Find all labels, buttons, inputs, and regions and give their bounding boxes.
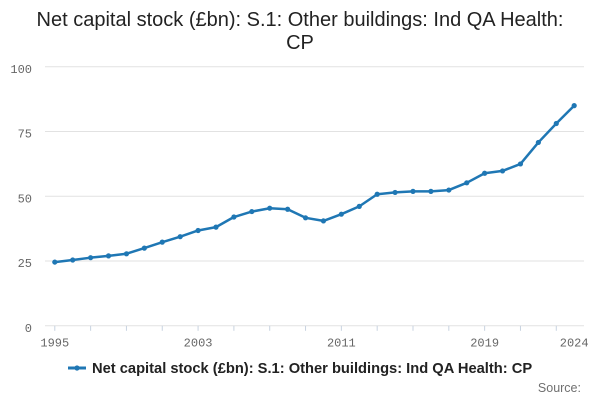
svg-text:2011: 2011: [327, 336, 356, 350]
svg-text:2019: 2019: [470, 336, 499, 350]
svg-text:50: 50: [18, 192, 32, 206]
svg-text:1995: 1995: [40, 336, 69, 350]
svg-text:25: 25: [18, 257, 32, 271]
svg-text:2003: 2003: [184, 336, 213, 350]
svg-text:2024: 2024: [560, 336, 589, 350]
svg-text:75: 75: [18, 128, 32, 142]
svg-text:100: 100: [10, 63, 32, 77]
svg-text:0: 0: [25, 322, 32, 336]
